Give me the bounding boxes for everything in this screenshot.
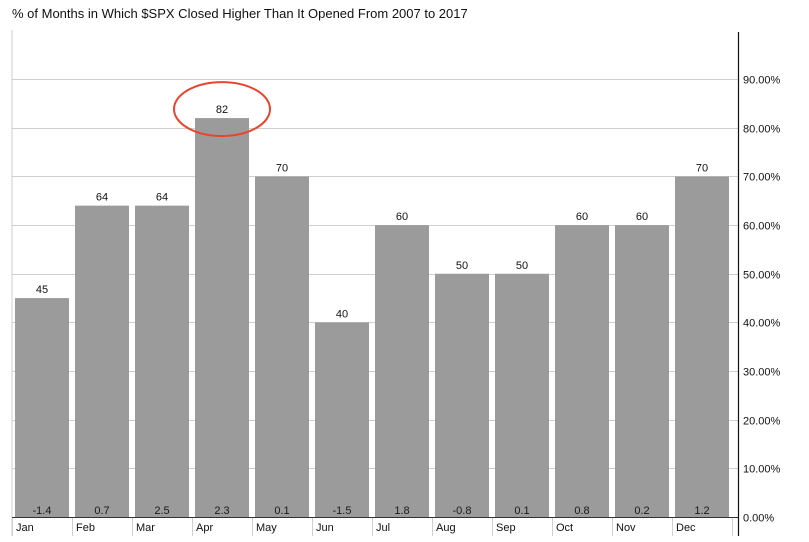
bar-value-label: 50 xyxy=(516,260,528,272)
x-tick-label: Jan xyxy=(16,522,34,534)
bar-base-label: 2.3 xyxy=(214,505,229,517)
bar-value-label: 45 xyxy=(36,284,48,296)
bar-aug xyxy=(435,273,489,517)
bar-base-label: -1.5 xyxy=(333,505,352,517)
x-tick-label: Aug xyxy=(436,522,456,534)
bar-value-label: 40 xyxy=(336,308,348,320)
bar-base-label: 1.8 xyxy=(394,505,409,517)
bar-base-label: 1.2 xyxy=(694,505,709,517)
bar-value-label: 60 xyxy=(636,211,648,223)
bar-base-label: 0.8 xyxy=(574,505,589,517)
x-tick-label: Feb xyxy=(76,522,95,534)
y-tick-label: 70.00% xyxy=(743,172,781,184)
bar-base-label: 0.2 xyxy=(634,505,649,517)
highlight-circle xyxy=(173,81,271,138)
x-tick-label: Jun xyxy=(316,522,334,534)
labels: 0.00% 10.00% 20.00% 30.00% 40.00% 50.00% 60.00… xyxy=(16,75,781,535)
x-tick-label: Oct xyxy=(556,522,573,534)
y-tick-label: 40.00% xyxy=(743,318,781,330)
chart-title: % of Months in Which $SPX Closed Higher … xyxy=(12,6,468,21)
bar-base-label: 2.5 xyxy=(154,505,169,517)
bar-base-label: -1.4 xyxy=(33,505,52,517)
bar-nov xyxy=(615,225,669,517)
x-tick-label: Nov xyxy=(616,522,636,534)
x-tick-label: Apr xyxy=(196,522,213,534)
y-tick-label: 10.00% xyxy=(743,464,781,476)
x-tick-label: Sep xyxy=(496,522,516,534)
bar-value-label: 60 xyxy=(396,211,408,223)
bar-may xyxy=(255,176,309,517)
bar-jul xyxy=(375,225,429,517)
bar-base-label: -0.8 xyxy=(453,505,472,517)
bar-value-label: 70 xyxy=(276,162,288,174)
bar-value-label: 60 xyxy=(576,211,588,223)
y-tick-label: 60.00% xyxy=(743,221,781,233)
bar-jan xyxy=(15,298,69,517)
bar-apr xyxy=(195,118,249,517)
y-tick-label: 30.00% xyxy=(743,367,781,379)
x-tick-label: Dec xyxy=(676,522,696,534)
bar-base-label: 0.1 xyxy=(514,505,529,517)
bar-base-label: 0.1 xyxy=(274,505,289,517)
bar-jun xyxy=(315,322,369,517)
x-tick-label: Mar xyxy=(136,522,155,534)
bar-dec xyxy=(675,176,729,517)
bar-value-label: 70 xyxy=(696,162,708,174)
x-tick-label: Jul xyxy=(376,522,390,534)
bar-value-label: 50 xyxy=(456,260,468,272)
bar-feb xyxy=(75,205,129,517)
bar-base-label: 0.7 xyxy=(94,505,109,517)
y-tick-label: 80.00% xyxy=(743,124,781,136)
bar-oct xyxy=(555,225,609,517)
x-tick-label: May xyxy=(256,522,277,534)
bar-value-label: 64 xyxy=(96,192,108,204)
y-tick-label: 0.00% xyxy=(743,513,774,525)
axes xyxy=(11,30,740,536)
bar-value-label: 82 xyxy=(216,104,228,116)
bars xyxy=(15,118,729,517)
y-tick-label: 90.00% xyxy=(743,75,781,87)
bar-sep xyxy=(495,273,549,517)
y-tick-label: 50.00% xyxy=(743,270,781,282)
y-tick-label: 20.00% xyxy=(743,416,781,428)
bar-value-label: 64 xyxy=(156,192,168,204)
bar-mar xyxy=(135,205,189,517)
